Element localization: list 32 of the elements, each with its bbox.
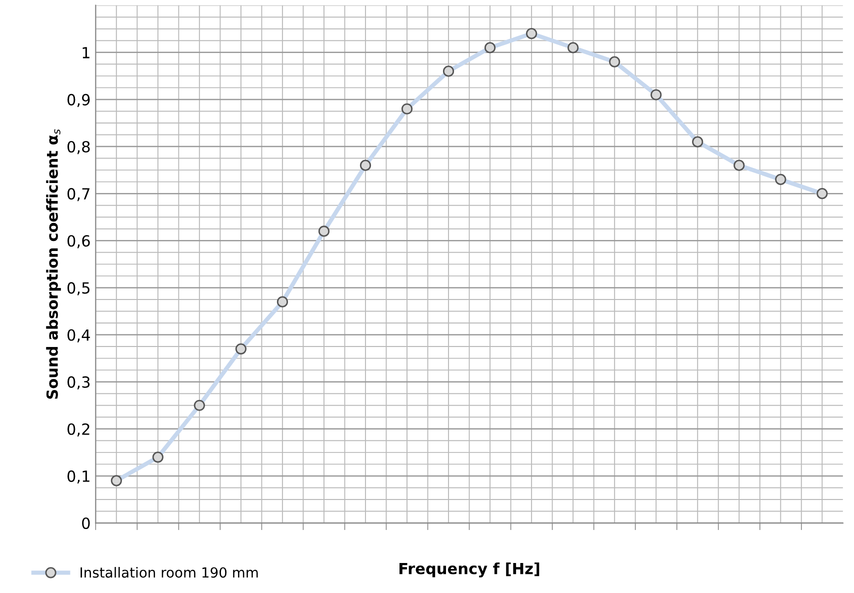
y-tick-label: 0,6 [68, 235, 90, 248]
point [194, 400, 205, 411]
point [609, 56, 620, 68]
y-tick-label: 0,8 [68, 140, 90, 154]
point [235, 343, 247, 354]
y-axis-title: Sound absorption coefficient α$_{s}$ [46, 129, 61, 399]
point [360, 160, 372, 171]
y-tick-label: 1 [82, 47, 90, 58]
point [816, 188, 828, 200]
point [692, 136, 704, 148]
y-tick-label: 0,7 [68, 188, 90, 202]
point [276, 296, 288, 308]
point [401, 103, 413, 114]
point [318, 226, 330, 237]
point [110, 475, 122, 486]
point [650, 89, 662, 100]
y-tick-label: 0,2 [68, 423, 90, 436]
x-axis-title: Frequency f [Hz] [400, 562, 540, 578]
y-tick-label: 0 [82, 517, 90, 530]
y-tick-label: 0,1 [68, 470, 90, 484]
point [568, 42, 579, 54]
y-tick-label: 0,3 [68, 376, 90, 390]
y-tick-label: 0,4 [68, 329, 90, 342]
point [526, 28, 538, 40]
y-tick-label: 0,5 [68, 282, 90, 296]
point [484, 42, 496, 54]
point [442, 66, 454, 77]
point [152, 452, 164, 463]
point [734, 160, 745, 171]
y-tick-label: 0,9 [68, 94, 90, 108]
legend-label: Installation room 190 mm [80, 566, 258, 578]
point [775, 174, 786, 186]
